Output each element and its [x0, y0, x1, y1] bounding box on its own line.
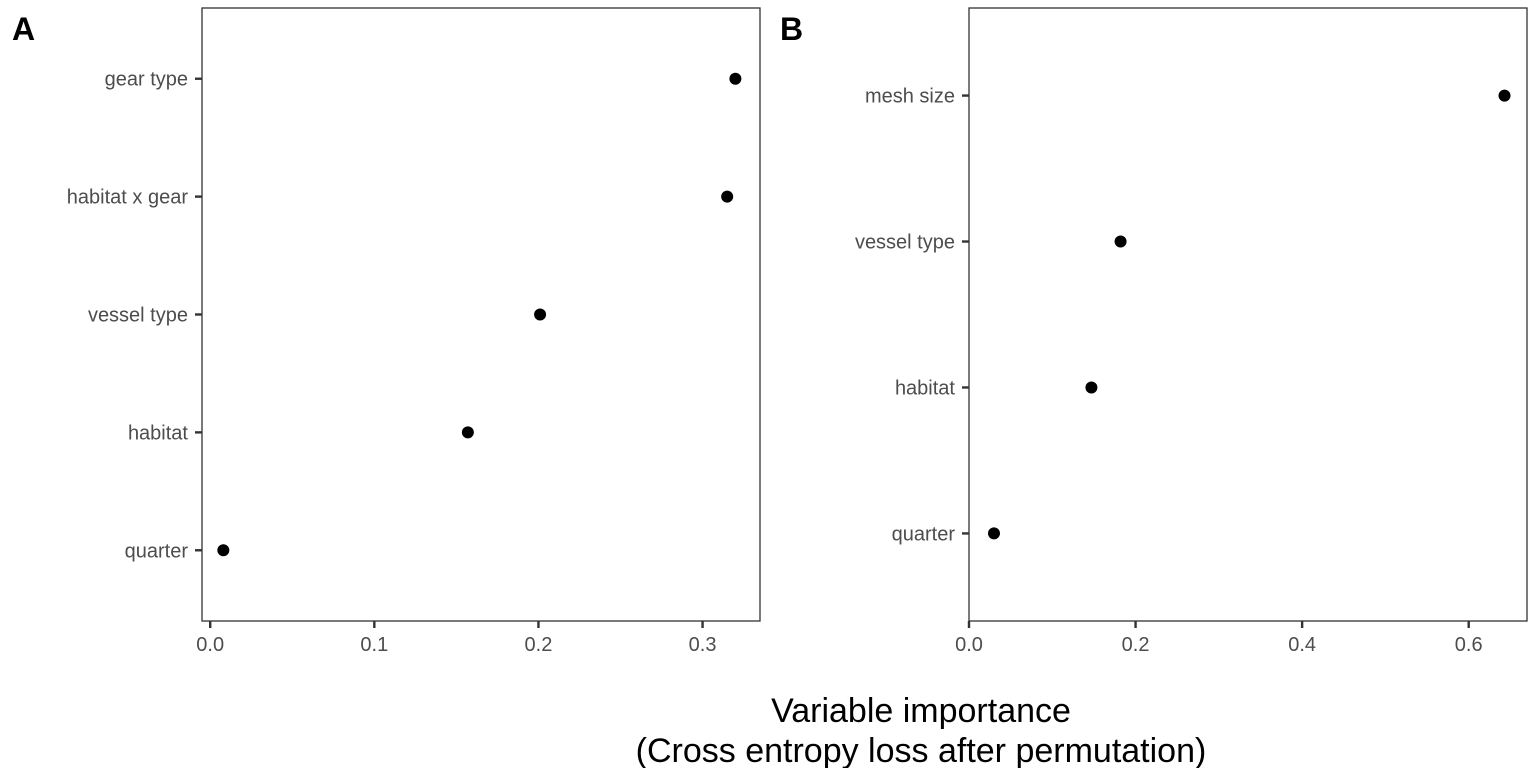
panel-b-x-tick-label: 0.4	[1288, 634, 1316, 656]
panel-b-x-tick-label: 0.0	[955, 634, 983, 656]
panel-b-y-tick-label: mesh size	[865, 86, 955, 108]
panel-b-y-tick-label: vessel type	[855, 232, 955, 254]
panel-a-tag: A	[12, 11, 35, 47]
panel-a: A gear type habitat x gear vessel type habi…	[12, 7, 761, 656]
panel-a-marks: gear type habitat x gear vessel type habita…	[67, 69, 742, 656]
panel-b-data-point	[1114, 235, 1127, 248]
panel-a-plot-frame	[201, 7, 761, 622]
panel-a-y-tick-label: quarter	[125, 540, 189, 562]
panel-a-y-tick-label: gear type	[105, 69, 188, 91]
panel-b-x-tick-label: 0.6	[1455, 634, 1483, 656]
panel-b-tag: B	[780, 11, 803, 47]
panel-b-x-tick-label: 0.2	[1122, 634, 1150, 656]
panel-a-y-tick-label: habitat	[128, 422, 188, 444]
panel-a-data-point	[721, 190, 734, 203]
x-axis-title-line-1: Variable importance	[771, 692, 1071, 730]
x-axis-title: Variable importance (Cross entropy loss …	[636, 692, 1207, 768]
panel-a-data-point	[217, 544, 230, 557]
panel-a-x-tick-label: 0.1	[360, 634, 388, 656]
panel-b-y-tick-label: quarter	[892, 523, 956, 545]
panel-a-x-tick-label: 0.0	[196, 634, 224, 656]
panel-a-x-tick-label: 0.2	[525, 634, 553, 656]
panel-b-data-point	[1498, 89, 1511, 102]
panel-a-data-point	[729, 72, 742, 85]
panel-b-data-point	[1085, 381, 1098, 394]
panel-b-marks: mesh size vessel type habitat quarter 0.0 0.2…	[855, 86, 1511, 656]
panel-a-data-point	[461, 426, 474, 439]
panel-b-y-tick-label: habitat	[895, 377, 955, 399]
panel-b: B mesh size vessel type habitat quarter 0.0 0…	[780, 7, 1528, 656]
panel-a-y-tick-label: vessel type	[88, 305, 188, 327]
panel-a-y-tick-label: habitat x gear	[67, 187, 189, 209]
x-axis-title-line-2: (Cross entropy loss after permutation)	[636, 732, 1207, 768]
panel-a-x-tick-label: 0.3	[689, 634, 717, 656]
panel-b-plot-frame	[968, 7, 1528, 622]
panel-b-data-point	[987, 527, 1000, 540]
panel-a-data-point	[534, 308, 547, 321]
